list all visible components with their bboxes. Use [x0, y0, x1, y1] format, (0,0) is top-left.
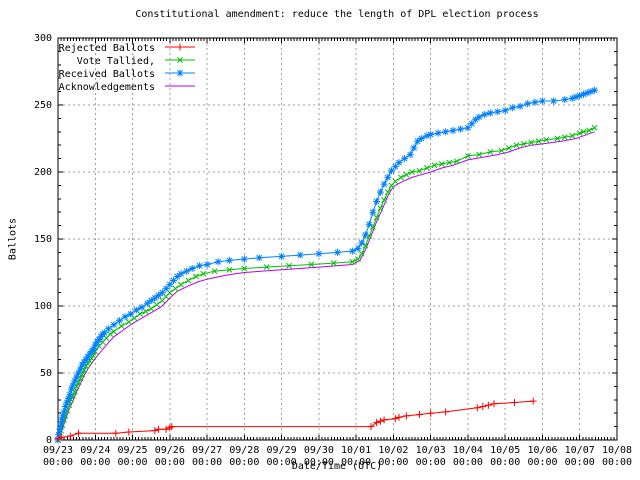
legend-label: Vote Tallied, — [77, 56, 155, 67]
x-tick-date: 10/01 — [341, 445, 371, 456]
x-tick-date: 10/02 — [378, 445, 408, 456]
x-tick-date: 10/03 — [416, 445, 446, 456]
series-acknowledgements — [57, 131, 595, 441]
x-tick-time: 00:00 — [416, 457, 446, 468]
series-rejected-ballots-markers — [54, 397, 537, 443]
x-tick-date: 10/08 — [602, 445, 632, 456]
series-received-ballots-markers — [54, 86, 599, 444]
x-tick-labels: 09/2300:0009/2400:0009/2500:0009/2600:00… — [43, 445, 632, 468]
x-tick-time: 00:00 — [527, 457, 557, 468]
y-tick-label: 100 — [34, 301, 52, 312]
x-tick-time: 00:00 — [490, 457, 520, 468]
y-tick-label: 150 — [34, 234, 52, 245]
x-tick-date: 09/27 — [192, 445, 222, 456]
y-tick-label: 0 — [46, 435, 52, 446]
y-tick-label: 250 — [34, 100, 52, 111]
x-tick-date: 10/04 — [453, 445, 483, 456]
y-tick-label: 200 — [34, 167, 52, 178]
x-tick-date: 09/28 — [229, 445, 259, 456]
x-axis-title: Date/Time (UTC) — [291, 461, 383, 472]
x-tick-time: 00:00 — [602, 457, 632, 468]
chart-title: Constitutional amendment: reduce the len… — [135, 9, 539, 20]
x-tick-time: 00:00 — [378, 457, 408, 468]
x-tick-time: 00:00 — [192, 457, 222, 468]
y-tick-label: 50 — [40, 368, 52, 379]
x-tick-time: 00:00 — [155, 457, 185, 468]
x-tick-date: 10/06 — [527, 445, 557, 456]
x-tick-time: 00:00 — [117, 457, 147, 468]
series-received-ballots — [54, 86, 599, 444]
legend-label: Rejected Ballots — [59, 43, 155, 54]
y-tick-label: 300 — [34, 33, 52, 44]
legend-label: Acknowledgements — [59, 82, 155, 93]
x-tick-time: 00:00 — [453, 457, 483, 468]
legend-marker — [176, 69, 184, 77]
x-tick-date: 10/05 — [490, 445, 520, 456]
x-tick-date: 09/26 — [155, 445, 185, 456]
x-tick-time: 00:00 — [267, 457, 297, 468]
x-tick-date: 09/24 — [80, 445, 110, 456]
chart-legend: Rejected Ballots Vote Tallied, Received Ba… — [59, 43, 195, 93]
x-tick-date: 09/23 — [43, 445, 73, 456]
legend-label: Received Ballots — [59, 69, 155, 80]
series-vote-tallied — [55, 124, 598, 443]
x-tick-time: 00:00 — [304, 457, 334, 468]
plot-border — [57, 37, 618, 441]
x-tick-date: 09/29 — [267, 445, 297, 456]
x-tick-time: 00:00 — [341, 457, 371, 468]
x-tick-time: 00:00 — [229, 457, 259, 468]
y-tick-labels: 0 50 100 150 200 250 300 — [34, 33, 52, 446]
legend-marker — [176, 43, 184, 51]
x-tick-date: 10/07 — [565, 445, 595, 456]
series-rejected-ballots — [54, 397, 537, 443]
x-tick-date: 09/25 — [117, 445, 147, 456]
x-tick-time: 00:00 — [80, 457, 110, 468]
series-vote-tallied-markers — [55, 124, 598, 443]
legend-marker — [177, 57, 183, 63]
x-tick-time: 00:00 — [43, 457, 73, 468]
chart-grid — [58, 38, 617, 440]
x-tick-time: 00:00 — [565, 457, 595, 468]
x-tick-date: 09/30 — [304, 445, 334, 456]
